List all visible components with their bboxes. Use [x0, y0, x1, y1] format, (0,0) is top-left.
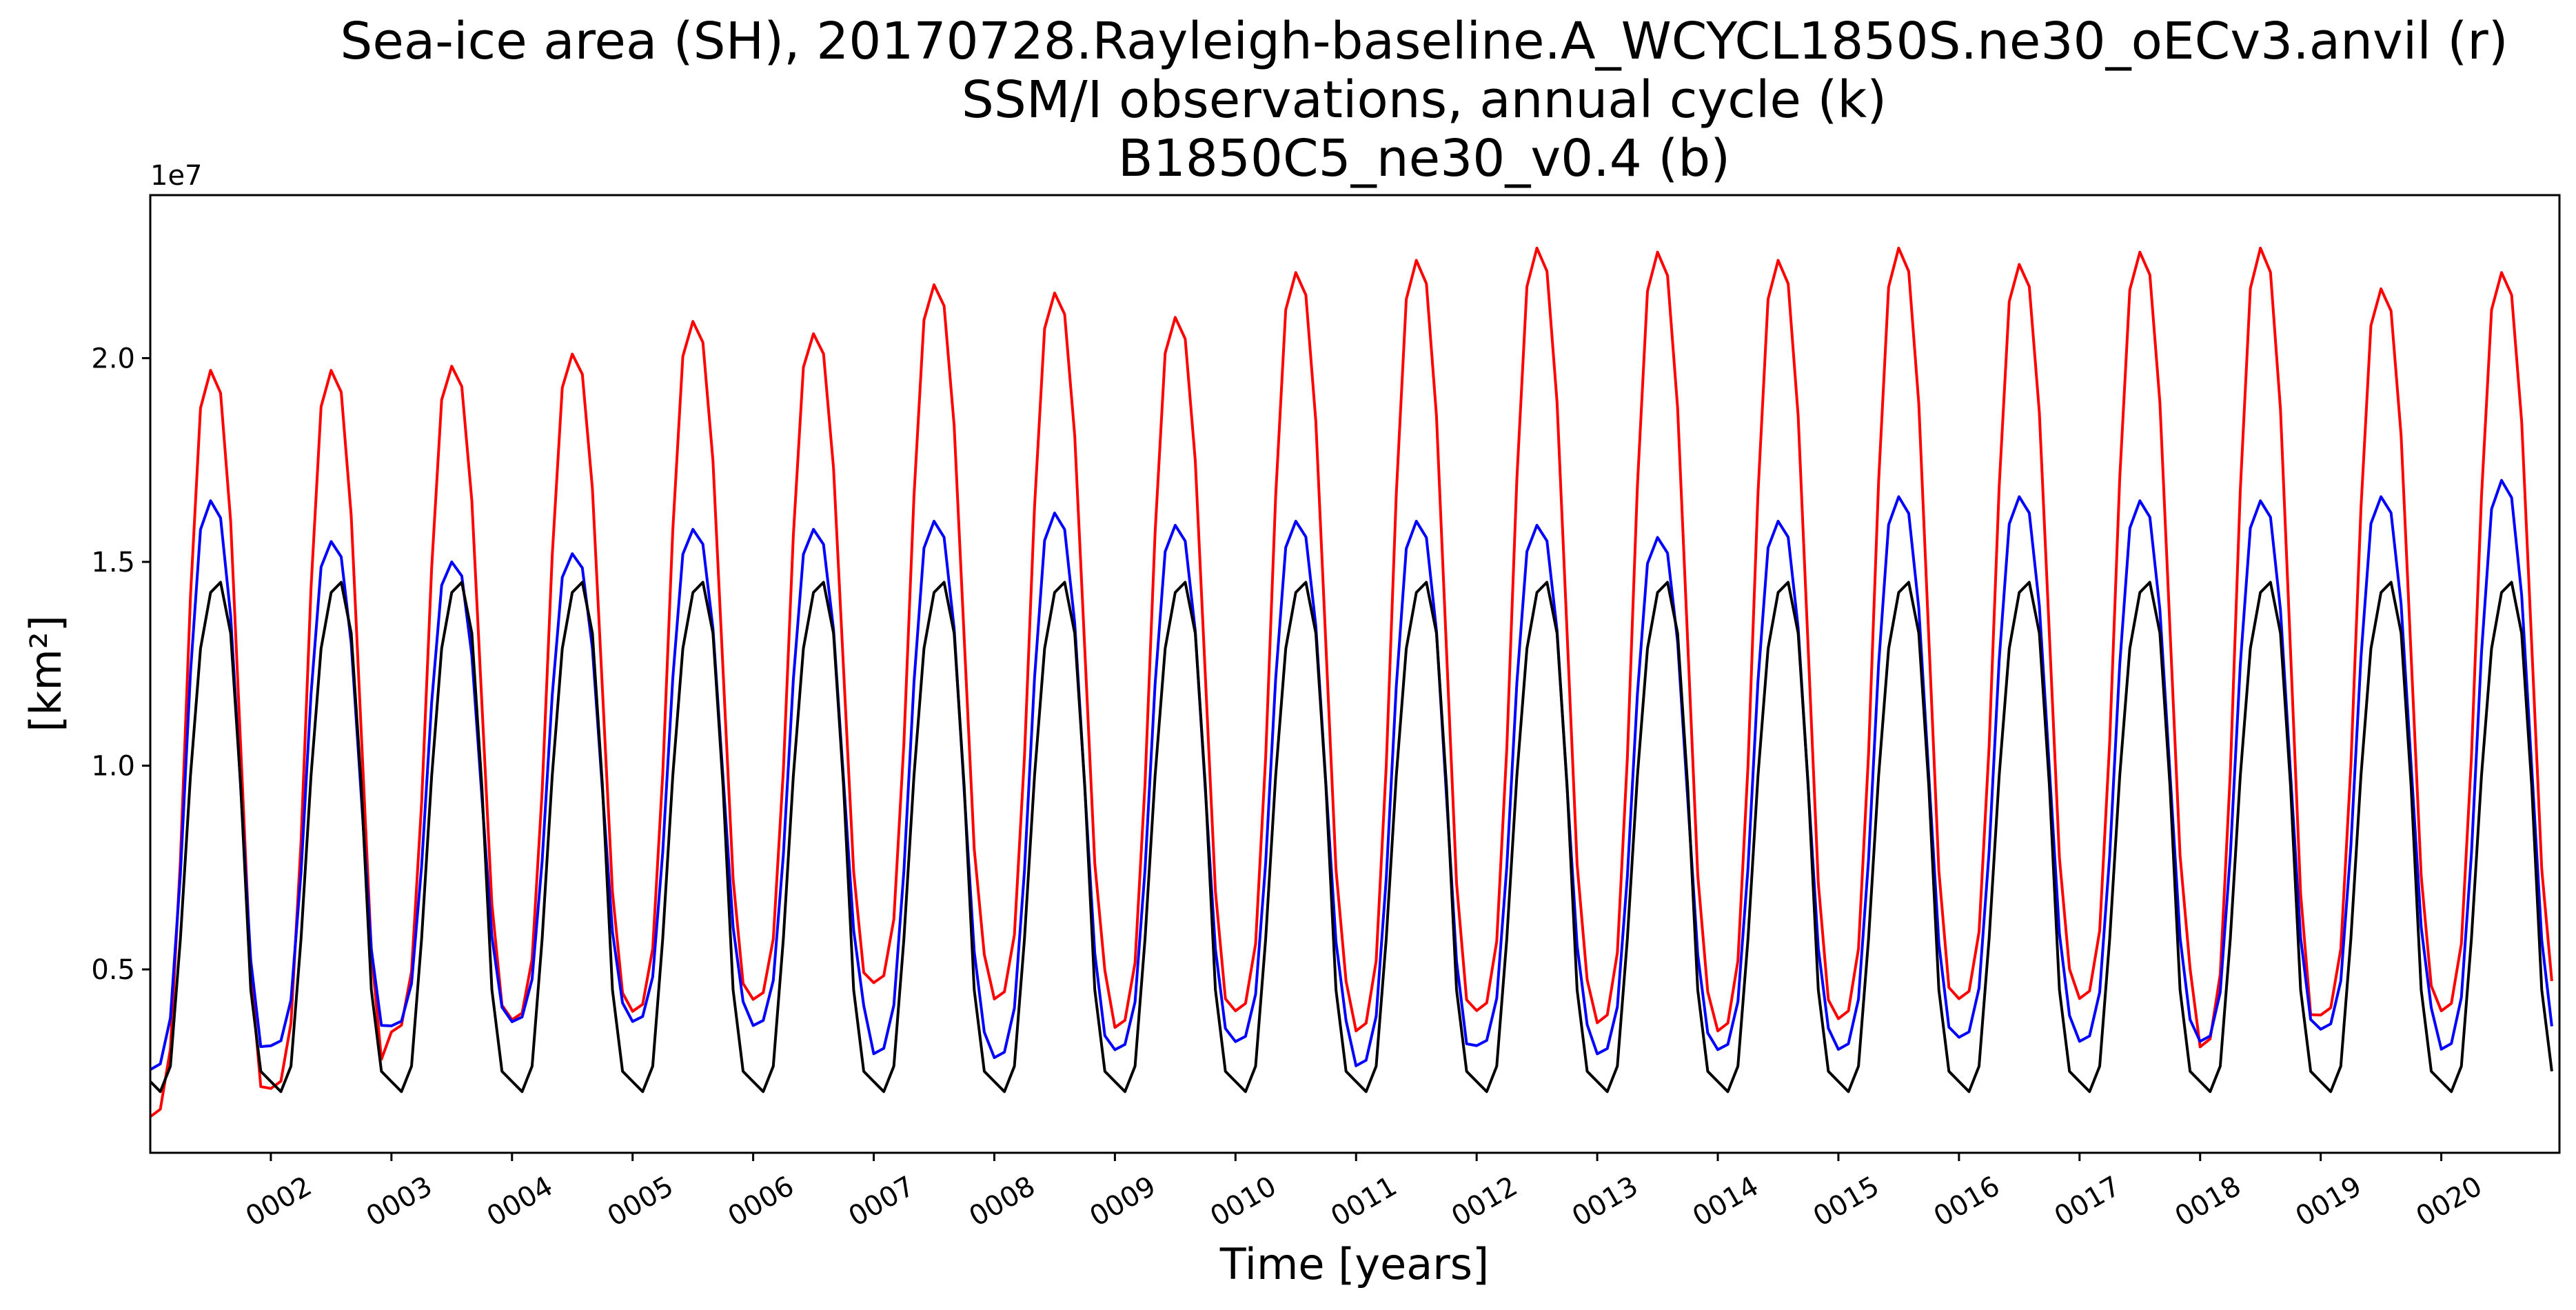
- series-line-2: [149, 581, 2553, 1094]
- series-layer: [149, 246, 2553, 1118]
- chart-title-line-1: Sea-ice area (SH), 20170728.Rayleigh-bas…: [340, 12, 2508, 71]
- series-line-1: [150, 478, 2553, 1071]
- series-line-0: [149, 246, 2553, 1118]
- chart-title-line-2: SSM/I observations, annual cycle (k): [962, 70, 1887, 130]
- y-tick-label: 2.0: [91, 343, 135, 374]
- axes-frame: [149, 194, 2561, 1154]
- plot-area: [149, 194, 2561, 1154]
- chart-title-line-3: B1850C5_ne30_v0.4 (b): [1118, 129, 1730, 188]
- y-tick-label: 1.5: [91, 547, 135, 578]
- y-axis-exponent-label: 1e7: [150, 160, 203, 192]
- y-axis-ticks: 0.5 1.0 1.5 2.0: [91, 343, 150, 986]
- x-axis-label: Time [years]: [1219, 1239, 1489, 1289]
- y-tick-label: 0.5: [91, 954, 135, 986]
- y-tick-label: 1.0: [91, 750, 135, 782]
- y-axis-label: [km²]: [21, 615, 71, 732]
